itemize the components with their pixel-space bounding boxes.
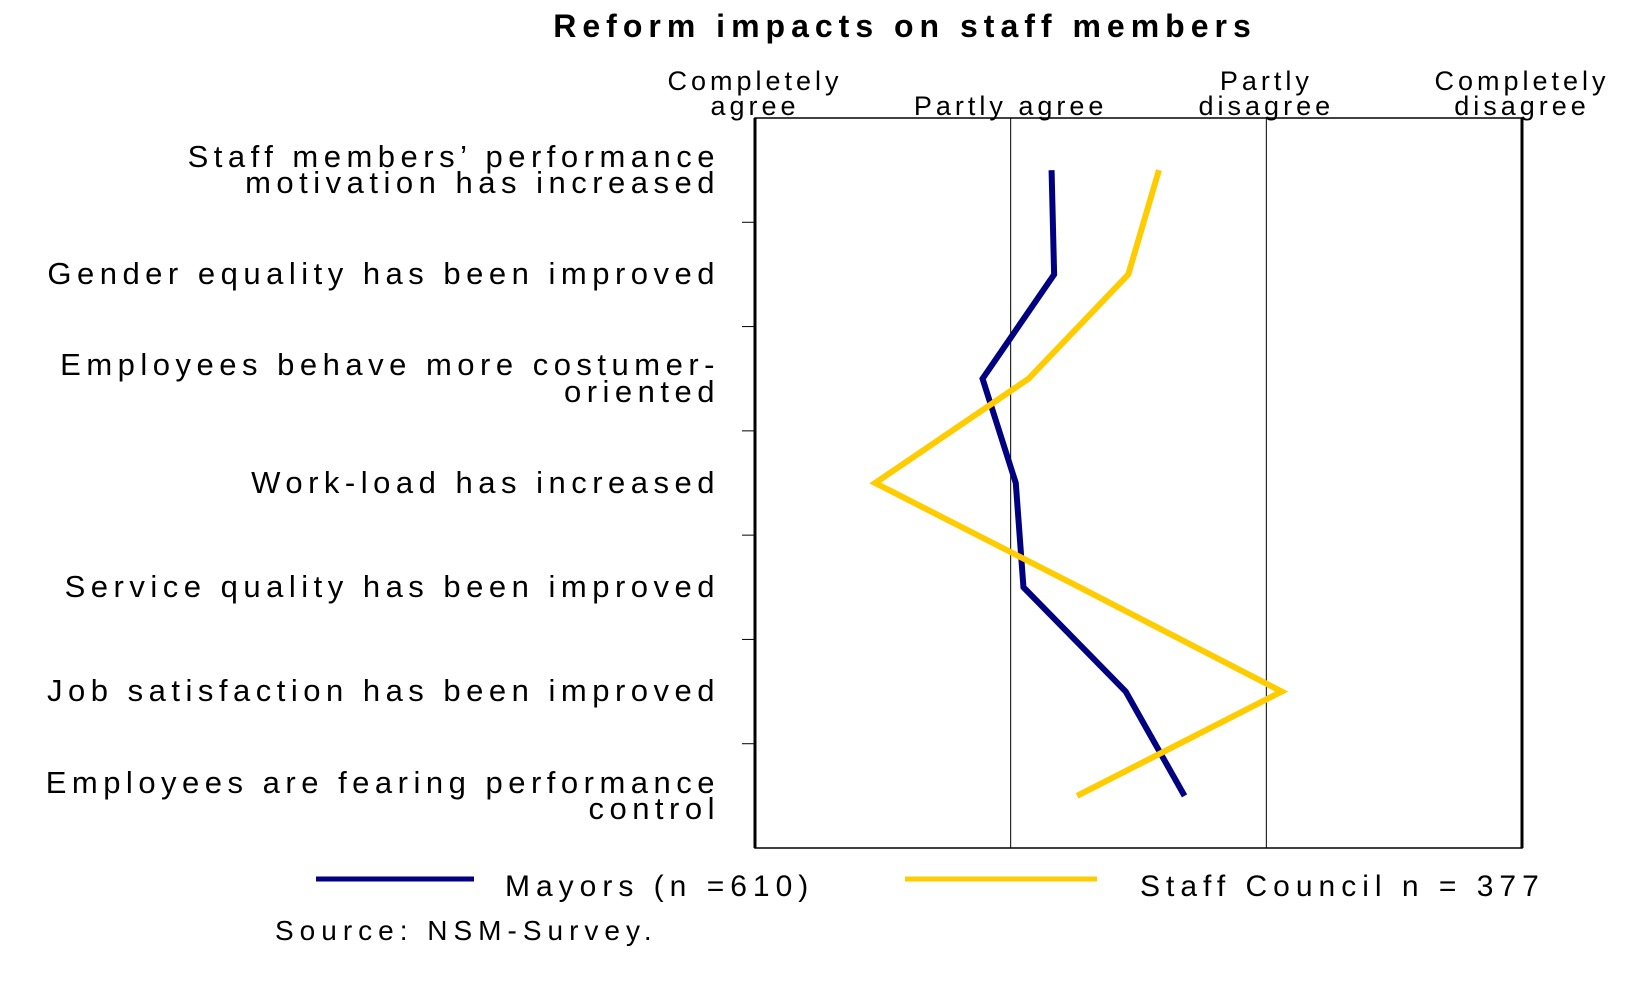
y-tick-label: Staff members’ performance motivation ha… [187,138,720,201]
y-tick-label: Employees behave more costumer-oriented [60,347,720,409]
source-note: Source: NSM-Survey. [275,915,658,946]
y-tick-label: Employees are fearing performance contro… [45,764,720,826]
x-tick-label: Completely disagree [1434,66,1610,121]
y-tick-label: Gender equality has been improved [47,256,720,292]
x-tick-label: Partly agree [913,90,1108,121]
y-tick-label: Service quality has been improved [64,569,720,605]
x-tick-label: Completely agree [667,66,843,121]
series-line [869,169,1289,799]
series-line [979,170,1188,798]
legend-label: Mayors (n =610) [505,870,815,903]
x-tick-label: Partly disagree [1198,66,1335,121]
y-tick-label: Job satisfaction has been improved [47,673,720,709]
y-tick-label: Work-load has increased [251,464,720,500]
legend-label: Staff Council n = 377 [1140,870,1545,903]
chart-title: Reform impacts on staff members [553,8,1257,44]
